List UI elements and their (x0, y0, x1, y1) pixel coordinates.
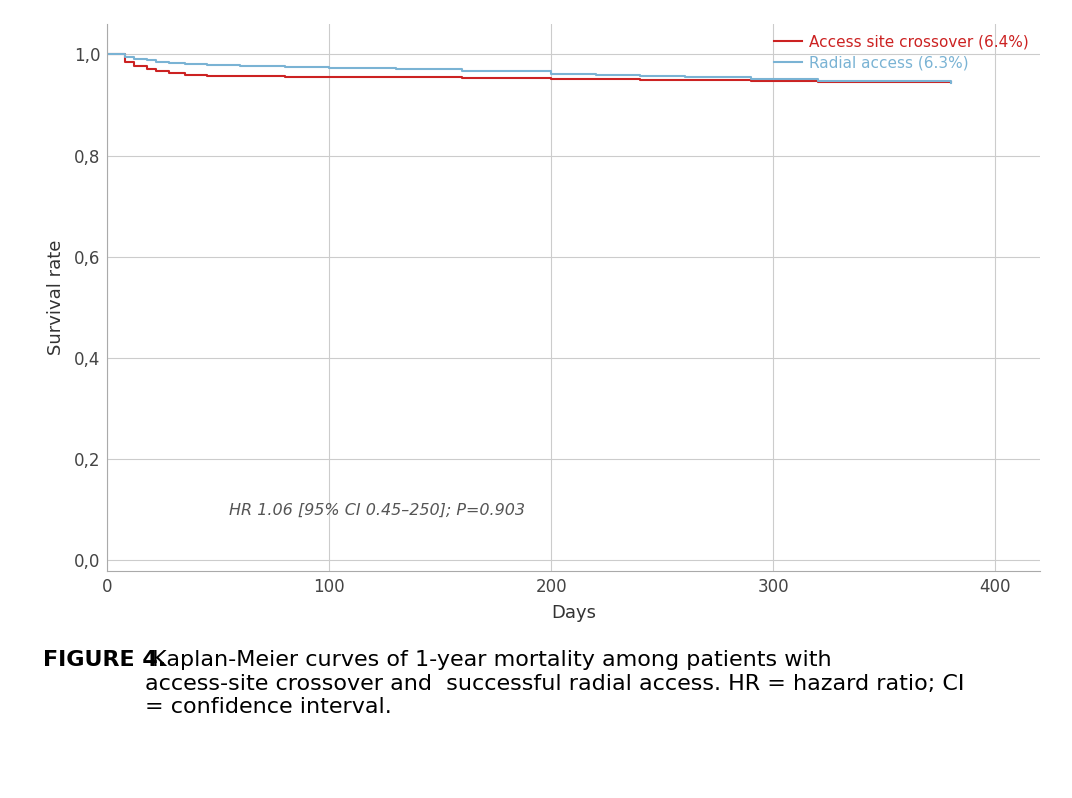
X-axis label: Days: Days (551, 604, 596, 622)
Text: HR 1.06 [95% CI 0.45–250]; P=0.903: HR 1.06 [95% CI 0.45–250]; P=0.903 (229, 503, 525, 518)
Y-axis label: Survival rate: Survival rate (47, 239, 65, 355)
Text: Kaplan-Meier curves of 1-year mortality among patients with
access-site crossove: Kaplan-Meier curves of 1-year mortality … (145, 650, 964, 717)
Text: FIGURE 4.: FIGURE 4. (43, 650, 166, 670)
Legend: Access site crossover (6.4%), Radial access (6.3%): Access site crossover (6.4%), Radial acc… (769, 29, 1036, 77)
